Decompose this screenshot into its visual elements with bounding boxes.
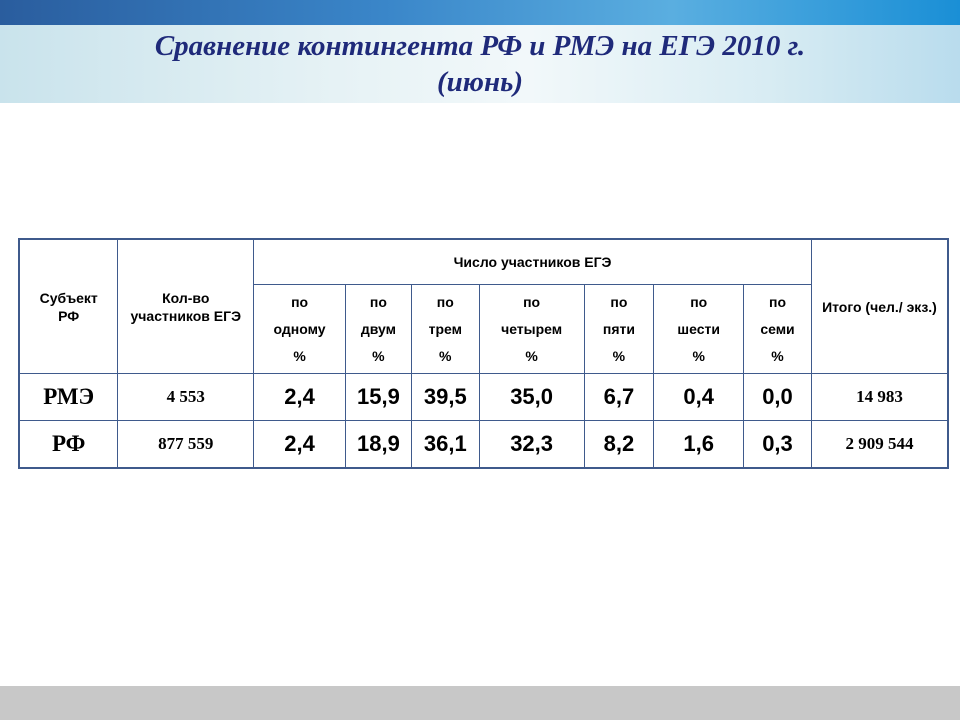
title-band (0, 25, 960, 103)
row-value: 6,7 (583, 373, 655, 421)
header-sub-5-l2: пяти (602, 320, 635, 337)
header-sub-5-l1: по (610, 293, 628, 310)
comparison-table: Субъект РФ Кол-во участников ЕГЭ Число у… (18, 238, 949, 469)
table-header-row-1: Субъект РФ Кол-во участников ЕГЭ Число у… (18, 238, 949, 374)
row-value: 15,9 (344, 373, 412, 421)
header-sub-5-l3: % (612, 347, 626, 364)
header-sub-4-l3: % (525, 347, 538, 364)
row-value: 0,4 (653, 373, 745, 421)
header-sub-2-l1: по (369, 293, 387, 310)
row-value: 36,1 (410, 420, 480, 469)
table-row: РФ 877 559 2,4 18,9 36,1 32,3 8,2 1,6 0,… (18, 420, 949, 469)
row-count: 4 553 (117, 373, 255, 421)
header-sub-4: по четырем% (478, 284, 585, 374)
header-sub-7-l3: % (771, 347, 784, 364)
header-sub-6-l1: по (690, 293, 708, 310)
header-sub-2: по двум% (344, 284, 412, 374)
row-subject: РМЭ (18, 373, 119, 421)
row-value: 0,0 (743, 373, 812, 421)
header-sub-3-l1: по (436, 293, 454, 310)
header-sub-3: по трем% (410, 284, 480, 374)
row-count: 877 559 (117, 420, 255, 469)
row-value: 35,0 (478, 373, 585, 421)
header-sub-1: по одному% (253, 284, 346, 374)
header-group: Число участников ЕГЭ (253, 238, 812, 285)
row-value: 0,3 (743, 420, 812, 469)
header-subject: Субъект РФ (18, 238, 119, 374)
header-count: Кол-во участников ЕГЭ (117, 238, 255, 374)
header-sub-2-l2: двум (360, 320, 396, 337)
header-sub-1-l2: одному (273, 320, 326, 337)
header-sub-1-l3: % (293, 347, 306, 364)
header-total-text: Итого (чел./ экз.) (822, 298, 937, 315)
header-total: Итого (чел./ экз.) (810, 238, 949, 374)
row-total: 2 909 544 (810, 420, 949, 469)
header-sub-6-l2: шести (677, 320, 720, 337)
header-sub-3-l3: % (439, 347, 452, 364)
row-total: 14 983 (810, 373, 949, 421)
row-value: 1,6 (653, 420, 745, 469)
header-sub-7-l1: по (768, 293, 786, 310)
header-sub-4-l2: четырем (501, 320, 563, 337)
table-header-row-2: по одному% по двум% по трем% по четырем% по п… (19, 284, 948, 374)
row-value: 18,9 (344, 420, 412, 469)
row-value: 8,2 (583, 420, 655, 469)
header-sub-4-l1: по (523, 293, 541, 310)
header-sub-5: по пяти% (583, 284, 655, 374)
header-sub-1-l1: по (291, 293, 309, 310)
header-sub-6-l3: % (692, 347, 705, 364)
header-sub-6: по шести% (653, 284, 745, 374)
top-decor-bar (0, 0, 960, 25)
header-sub-3-l2: трем (428, 320, 462, 337)
bottom-decor-bar (0, 686, 960, 720)
slide-title: Сравнение контингента РФ и РМЭ на ЕГЭ 20… (0, 28, 960, 100)
row-value: 32,3 (478, 420, 585, 469)
header-sub-7: по семи% (743, 284, 812, 374)
slide-title-line1: Сравнение контингента РФ и РМЭ на ЕГЭ 20… (154, 30, 806, 62)
slide-title-line2: (июнь) (437, 66, 523, 98)
header-sub-2-l3: % (372, 347, 385, 364)
header-sub-7-l2: семи (760, 320, 795, 337)
row-value: 39,5 (410, 373, 480, 421)
row-subject: РФ (18, 420, 119, 469)
table-row: РМЭ 4 553 2,4 15,9 39,5 35,0 6,7 0,4 0,0… (18, 373, 949, 421)
row-value: 2,4 (253, 373, 346, 421)
row-value: 2,4 (253, 420, 346, 469)
